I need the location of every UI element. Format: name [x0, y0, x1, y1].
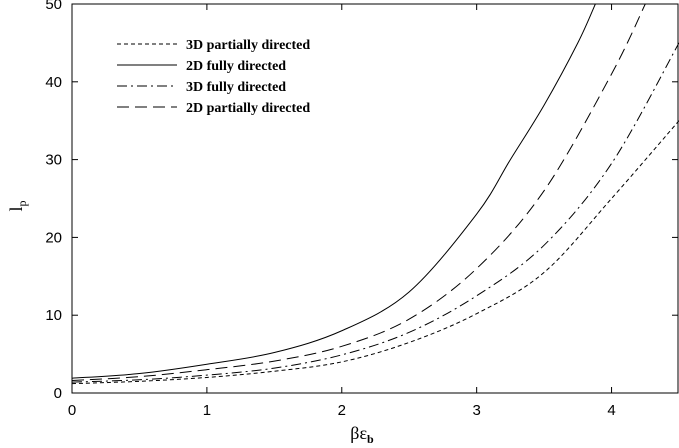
- legend-label: 2D partially directed: [186, 101, 310, 116]
- legend-item-2: 3D fully directed: [117, 80, 286, 95]
- legend-item-0: 3D partially directed: [117, 38, 310, 53]
- plot-area-border: [71, 3, 679, 394]
- series-line-1: [72, 4, 596, 379]
- y-tick-label: 30: [45, 152, 62, 169]
- x-tick-label: 2: [338, 402, 346, 419]
- y-tick-label: 0: [54, 385, 62, 402]
- plot-frame: [71, 3, 679, 394]
- x-tick-label: 4: [607, 402, 615, 419]
- legend-item-3: 2D partially directed: [117, 101, 310, 116]
- legend-item-1: 2D fully directed: [117, 59, 286, 74]
- x-tick-label: 3: [472, 402, 480, 419]
- series-line-0: [72, 120, 679, 385]
- y-axis-label-subscript: p: [15, 200, 29, 206]
- legend: 3D partially directed 2D fully directed 3D…: [117, 38, 310, 116]
- series-lines: [72, 4, 679, 385]
- y-axis-label: lp: [6, 200, 29, 211]
- y-tick-label: 50: [45, 0, 62, 13]
- legend-label: 3D partially directed: [186, 38, 310, 53]
- legend-label: 2D fully directed: [186, 59, 286, 74]
- x-axis-label-subscript: b: [367, 432, 374, 446]
- y-tick-label: 20: [45, 229, 62, 246]
- y-tick-label: 40: [45, 74, 62, 91]
- series-line-2: [72, 42, 679, 383]
- x-tick-label: 1: [203, 402, 211, 419]
- y-tick-label: 10: [45, 307, 62, 324]
- series-line-3: [72, 4, 646, 382]
- x-axis-label: βεb: [350, 423, 374, 446]
- x-tick-label: 0: [68, 402, 76, 419]
- legend-label: 3D fully directed: [186, 80, 286, 95]
